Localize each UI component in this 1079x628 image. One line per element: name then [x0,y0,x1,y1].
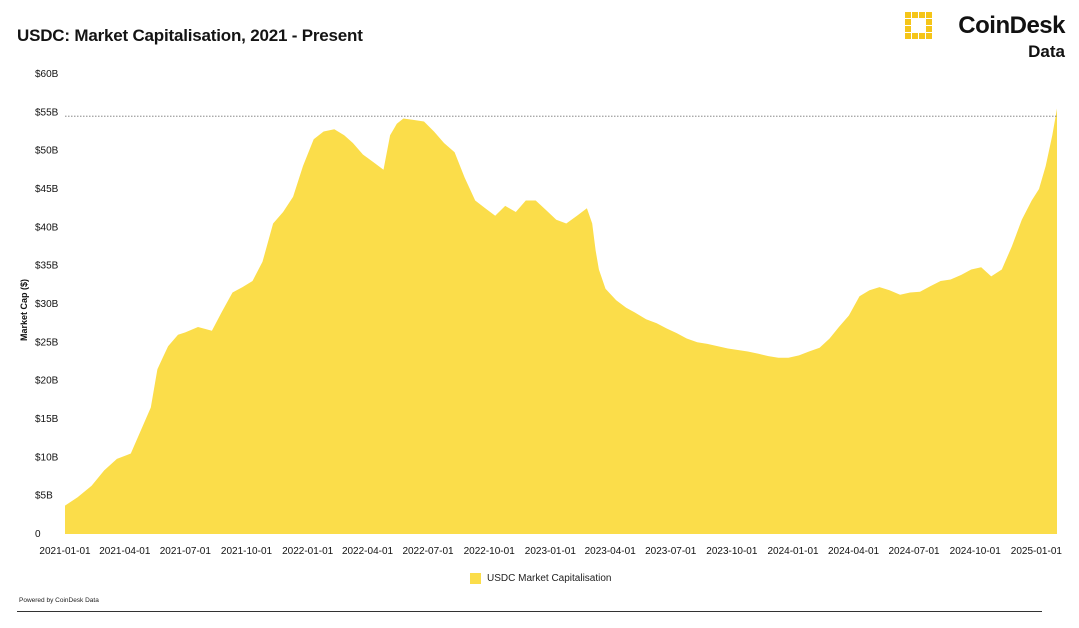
y-axis: 0 $5B $10B $15B $20B $25B $30B $35B $40B $45B $50B… [35,69,59,540]
coindesk-data-logo: CoinDesk Data [905,10,1065,62]
x-tick-label: 2021-04-01 [99,546,151,557]
x-tick-label: 2023-07-01 [645,546,697,557]
x-tick-label: 2025-01-01 [1011,546,1063,557]
y-tick-label: $60B [35,69,59,80]
legend-label: USDC Market Capitalisation [487,573,612,584]
x-tick-label: 2024-07-01 [888,546,940,557]
y-tick-label: $5B [35,491,53,502]
legend-swatch [470,573,481,584]
x-tick-label: 2022-10-01 [464,546,516,557]
y-tick-label: $20B [35,376,59,387]
x-axis: 2021-01-01 2021-04-01 2021-07-01 2021-10-01… [39,546,1062,557]
footer-divider [17,611,1042,612]
y-tick-label: $25B [35,337,59,348]
y-tick-label: $35B [35,261,59,272]
x-tick-label: 2022-01-01 [282,546,334,557]
y-tick-label: $45B [35,184,59,195]
x-tick-label: 2021-07-01 [160,546,212,557]
x-tick-label: 2023-10-01 [706,546,758,557]
brand-sub: Data [1028,42,1065,61]
y-tick-label: $55B [35,107,59,118]
x-tick-label: 2021-01-01 [39,546,91,557]
x-tick-label: 2023-04-01 [585,546,637,557]
x-tick-label: 2022-07-01 [402,546,454,557]
x-tick-label: 2023-01-01 [525,546,577,557]
usdc-market-cap-area [65,108,1057,534]
coindesk-mark-icon [905,12,932,39]
x-tick-label: 2024-04-01 [828,546,880,557]
y-tick-label: $30B [35,299,59,310]
y-tick-label: $40B [35,222,59,233]
chart-title: USDC: Market Capitalisation, 2021 - Pres… [17,26,363,45]
y-tick-label: $50B [35,146,59,157]
x-tick-label: 2022-04-01 [342,546,394,557]
y-tick-label: $15B [35,414,59,425]
y-axis-label: Market Cap ($) [19,279,29,341]
powered-by-text: Powered by CoinDesk Data [19,597,99,604]
y-tick-label: 0 [35,529,41,540]
x-tick-label: 2024-10-01 [950,546,1002,557]
x-tick-label: 2024-01-01 [767,546,819,557]
y-tick-label: $10B [35,452,59,463]
x-tick-label: 2021-10-01 [221,546,273,557]
brand-name: CoinDesk [958,12,1065,39]
chart-legend: USDC Market Capitalisation [470,573,612,584]
